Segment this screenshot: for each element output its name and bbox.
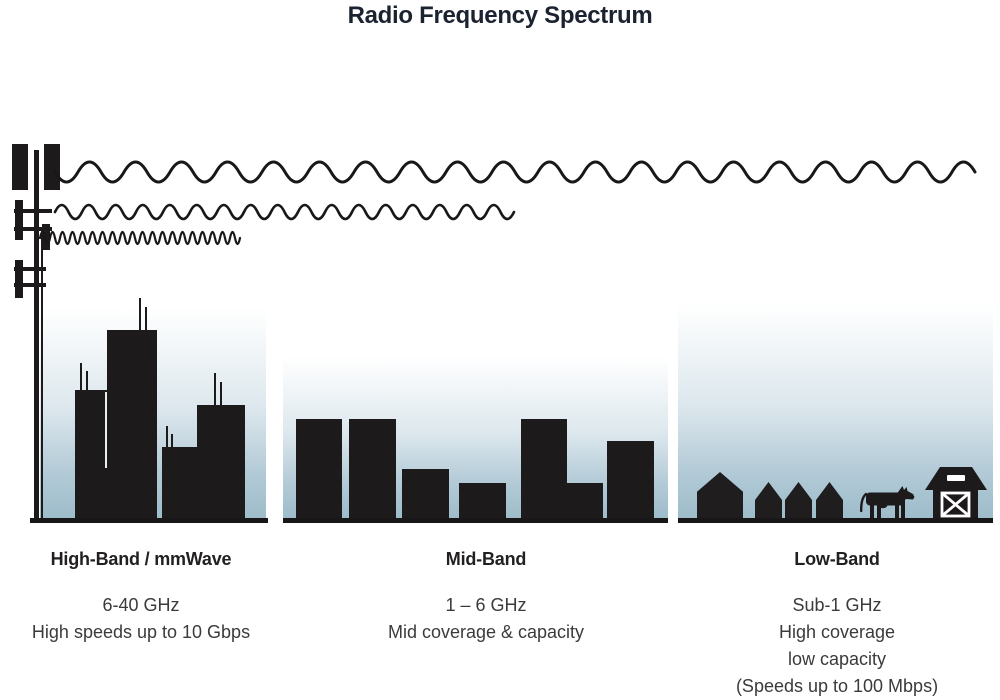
low-band-description: low capacity xyxy=(787,649,887,669)
tower-crossbar xyxy=(14,209,52,213)
short-wavelength-wave-icon xyxy=(38,230,242,246)
tower-antenna-panel xyxy=(15,200,23,240)
cow-tail xyxy=(859,492,868,513)
rooftop-antenna-icon xyxy=(166,426,168,448)
tower-antenna-panel xyxy=(44,144,60,190)
rooftop-antenna-icon xyxy=(139,298,141,331)
city-building-icon xyxy=(607,441,654,518)
city-building-icon xyxy=(459,483,506,518)
ground-line xyxy=(678,518,993,523)
city-building-icon xyxy=(75,390,107,518)
city-building-icon xyxy=(197,405,245,518)
low-band-description: High coverage xyxy=(778,622,896,642)
ground-line xyxy=(283,518,668,523)
city-building-icon xyxy=(567,483,603,518)
high-band-frequency: 6-40 GHz xyxy=(102,595,180,615)
mid-band-caption: Mid-Band 1 – 6 GHz Mid coverage & capaci… xyxy=(361,549,611,646)
mid-band-frequency: 1 – 6 GHz xyxy=(445,595,527,615)
rooftop-antenna-icon xyxy=(80,363,82,391)
rooftop-antenna-icon xyxy=(145,307,147,331)
ground-line xyxy=(30,518,268,523)
city-building-icon xyxy=(162,447,197,518)
mid-band-description: Mid coverage & capacity xyxy=(387,622,585,642)
low-band-frequency: Sub-1 GHz xyxy=(792,595,882,615)
low-band-caption: Low-Band Sub-1 GHz High coverage low cap… xyxy=(712,549,962,700)
long-wavelength-wave-icon xyxy=(53,160,977,184)
city-building-icon xyxy=(402,469,449,518)
barn-icon xyxy=(925,467,987,518)
low-band-label: Low-Band xyxy=(794,549,880,569)
tower-crossbar xyxy=(14,283,46,287)
rooftop-antenna-icon xyxy=(171,434,173,448)
rooftop-antenna-icon xyxy=(220,382,222,406)
mid-band-label: Mid-Band xyxy=(445,549,527,569)
tower-crossbar xyxy=(14,267,46,271)
tower-antenna-panel xyxy=(12,144,28,190)
city-building-icon xyxy=(349,419,396,518)
high-band-caption: High-Band / mmWave 6-40 GHz High speeds … xyxy=(16,549,266,646)
city-building-icon xyxy=(521,419,567,518)
barn-crossbuck-door xyxy=(940,491,971,518)
low-band-description: (Speeds up to 100 Mbps) xyxy=(735,676,939,696)
tower-antenna-panel xyxy=(15,260,23,298)
tower-pole xyxy=(34,150,39,518)
medium-wavelength-wave-icon xyxy=(53,203,516,221)
rooftop-antenna-icon xyxy=(86,371,88,391)
barn-loft-vent xyxy=(947,475,965,481)
building-separator xyxy=(105,392,107,468)
high-band-description: High speeds up to 10 Gbps xyxy=(31,622,251,642)
city-building-icon xyxy=(296,419,342,518)
tower-crossbar xyxy=(14,227,52,231)
page-title: Radio Frequency Spectrum xyxy=(347,2,653,29)
city-building-icon xyxy=(107,330,157,518)
tower-antenna-panel xyxy=(42,224,50,250)
cow-icon xyxy=(859,486,915,518)
high-band-label: High-Band / mmWave xyxy=(50,549,232,569)
rooftop-antenna-icon xyxy=(214,373,216,406)
tower-secondary-pole xyxy=(41,228,43,518)
